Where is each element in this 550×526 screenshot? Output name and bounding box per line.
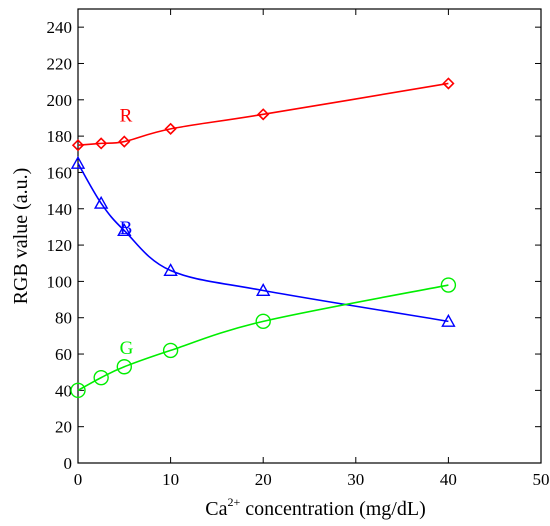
series-b-point <box>163 263 178 277</box>
y-tick-label: 0 <box>64 454 73 473</box>
y-tick-label: 220 <box>47 54 73 73</box>
series-r-point <box>257 108 270 121</box>
series-g: G <box>70 277 457 399</box>
x-axis-title-prefix: Ca <box>205 498 227 520</box>
x-axis-title-suffix: concentration (mg/dL) <box>240 498 426 520</box>
series-b-point <box>256 283 271 296</box>
y-tick-label: 100 <box>47 272 73 291</box>
y-tick-label: 200 <box>47 91 73 110</box>
series-r-point <box>118 135 131 148</box>
x-tick-label: 10 <box>162 470 179 489</box>
series-b-point <box>117 223 132 237</box>
y-tick-label: 160 <box>47 163 73 182</box>
x-tick-label: 50 <box>533 470 550 489</box>
series-b-label: B <box>120 218 133 239</box>
series-r-point <box>442 77 455 90</box>
plot-frame <box>77 8 542 464</box>
y-axis-title: RGB value (a.u.) <box>10 168 32 305</box>
series-b-point <box>93 195 109 209</box>
series-g-point <box>255 313 271 330</box>
y-tick-label: 80 <box>55 309 72 328</box>
series-r-label: R <box>120 106 133 127</box>
series-b: B <box>70 155 456 327</box>
series-g-point <box>70 382 86 399</box>
x-tick-label: 30 <box>347 470 364 489</box>
series-r-point <box>95 137 108 150</box>
series-r-line <box>77 82 449 146</box>
x-tick-label: 40 <box>440 470 457 489</box>
x-tick-label: 20 <box>255 470 272 489</box>
x-axis-title: Ca2+ concentration (mg/dL) <box>205 495 426 520</box>
series-b-line <box>77 162 449 323</box>
series-g-label: G <box>120 338 134 359</box>
series-r: R <box>71 77 455 152</box>
series-g-line <box>77 284 449 392</box>
y-tick-label: 20 <box>55 418 72 437</box>
series-group: R B G <box>70 77 457 399</box>
series-b-point <box>70 155 86 169</box>
y-tick-label: 40 <box>55 381 72 400</box>
series-r-point <box>164 122 177 135</box>
y-tick-label: 120 <box>47 236 73 255</box>
y-tick-label: 60 <box>55 345 72 364</box>
x-tick-label: 0 <box>74 470 83 489</box>
x-axis-title-sup: 2+ <box>227 495 240 509</box>
series-g-point <box>116 359 133 375</box>
y-tick-label: 140 <box>47 200 73 219</box>
series-r-point <box>71 139 85 152</box>
y-tick-label: 180 <box>47 127 73 146</box>
axes: 0 10 20 30 40 50 0 20 40 60 80 100 120 140 160 180 200 22… <box>47 8 550 489</box>
series-g-point <box>162 342 179 359</box>
series-g-point <box>440 277 457 293</box>
series-b-point <box>441 313 456 327</box>
y-tick-label: 240 <box>47 18 73 37</box>
series-g-point <box>93 369 109 386</box>
